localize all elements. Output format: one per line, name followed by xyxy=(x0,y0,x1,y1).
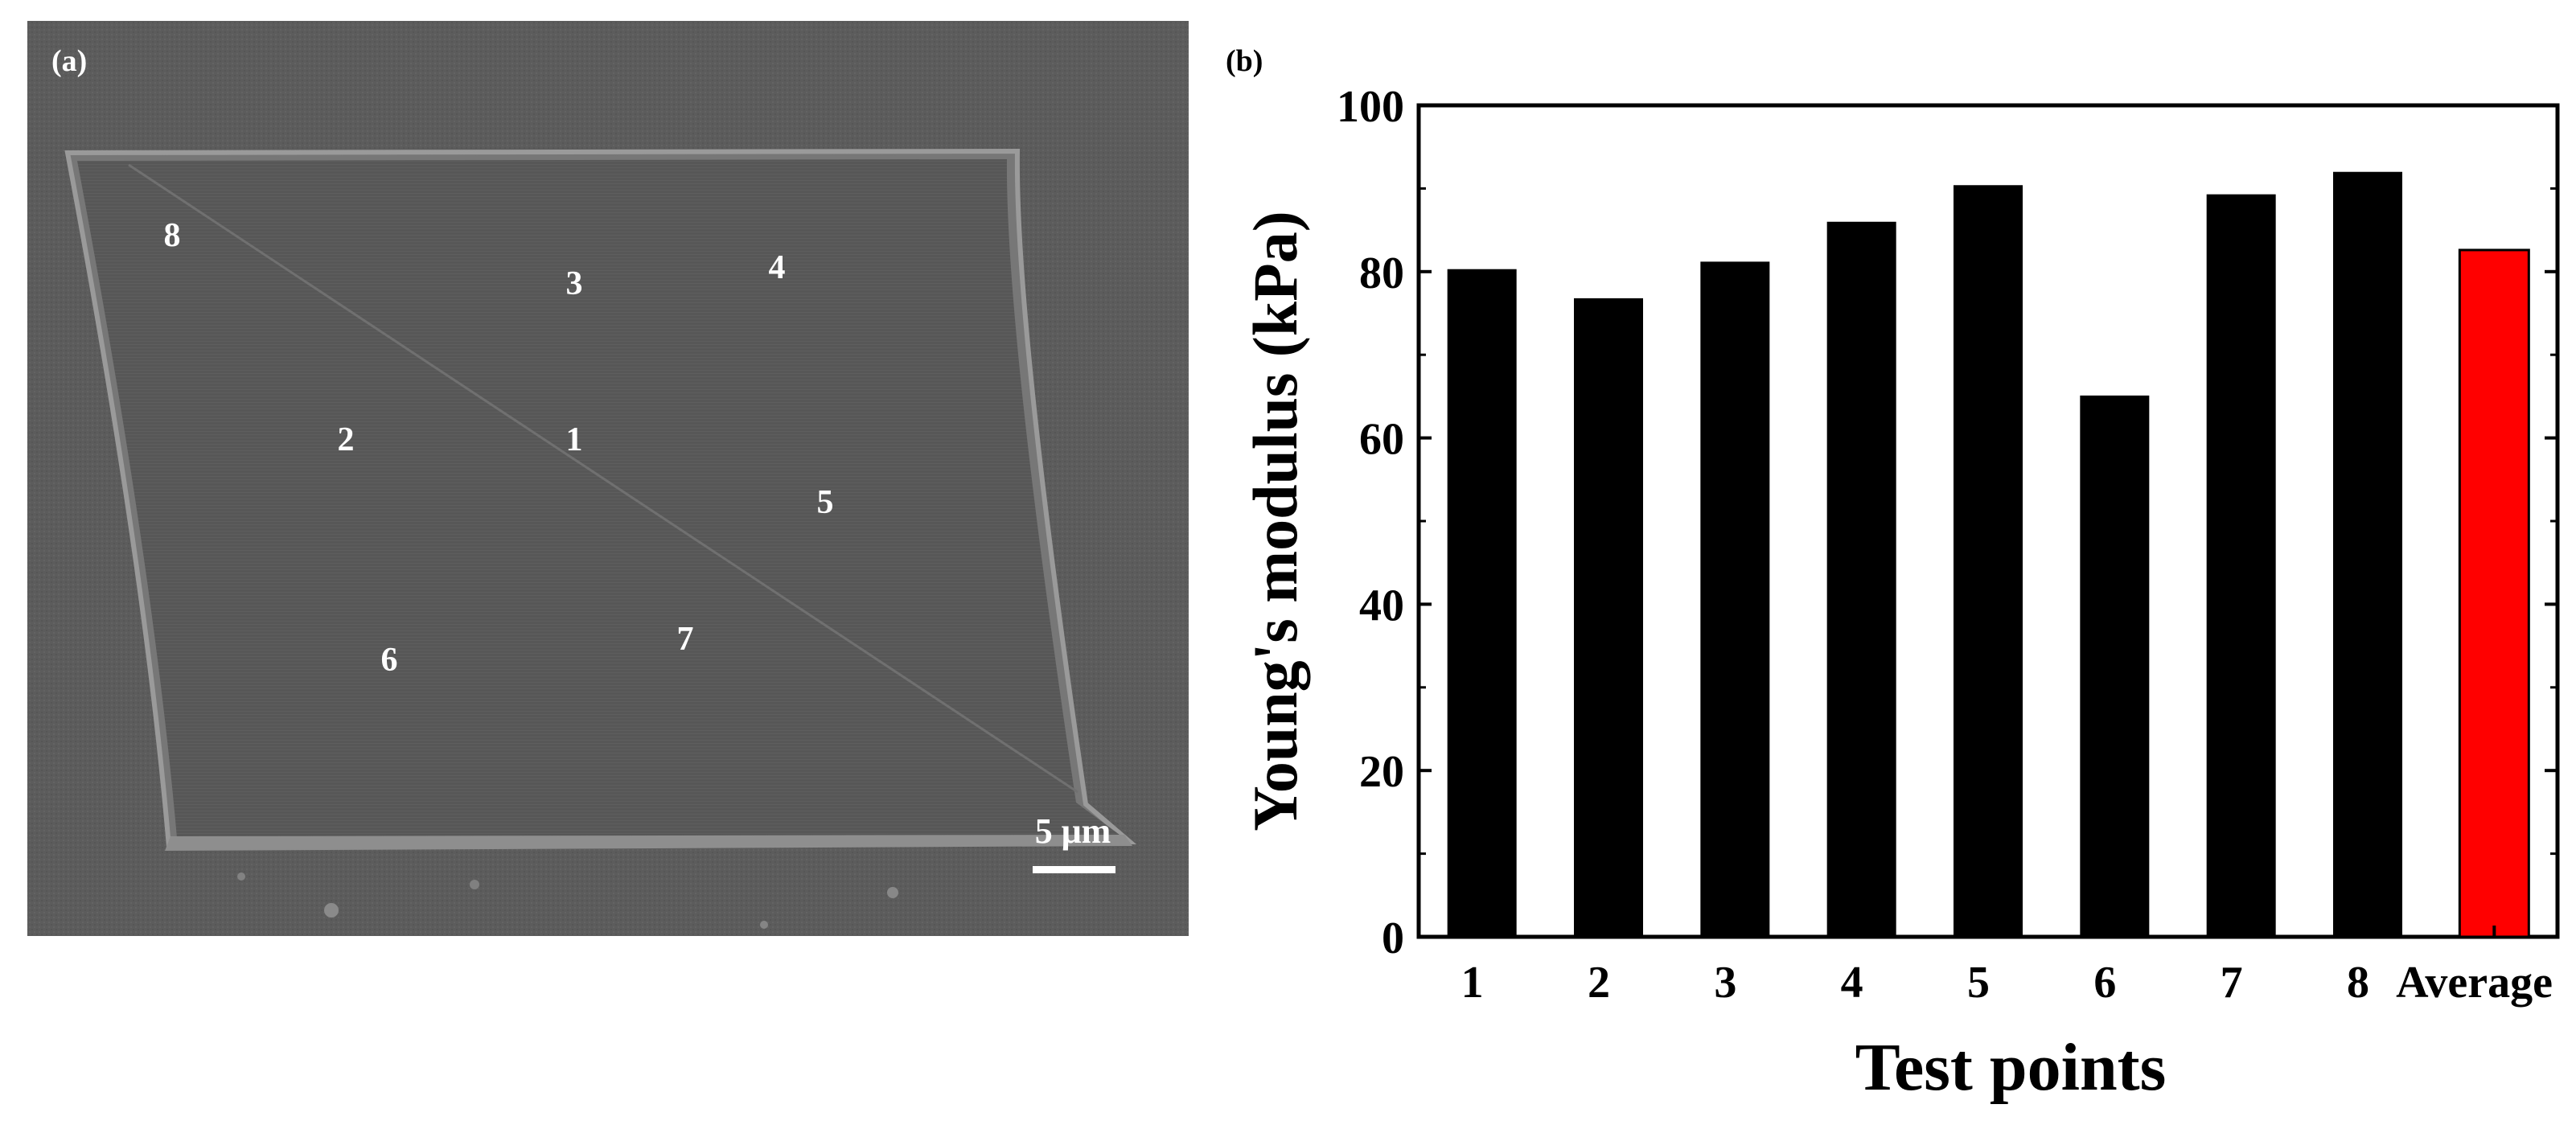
bar-chart: 0 20 40 60 80 100 1 2 3 4 5 6 7 8 Average Young's mod… xyxy=(1240,82,2560,1105)
x-tick-label: 1 xyxy=(1461,958,1484,1008)
sem-particle xyxy=(237,872,245,881)
sem-particle xyxy=(760,921,768,929)
x-tick-label: 7 xyxy=(2221,958,2243,1008)
y-axis-ticks: 0 20 40 60 80 100 xyxy=(1337,82,2558,963)
sem-particle xyxy=(324,903,339,918)
bar-average xyxy=(2458,248,2530,938)
sem-membrane-bottom-edge xyxy=(165,835,1132,851)
sem-diagonal-line xyxy=(128,163,1078,794)
y-tick-label: 40 xyxy=(1359,581,1404,630)
test-point-label: 4 xyxy=(769,249,786,286)
test-point-label: 3 xyxy=(566,265,583,302)
y-axis-label: Young's modulus (kPa) xyxy=(1240,211,1310,831)
bar-point-5 xyxy=(1954,185,2023,937)
bar-point-4 xyxy=(1826,221,1896,937)
x-tick-label: 2 xyxy=(1588,958,1610,1008)
y-tick-label: 80 xyxy=(1359,248,1404,298)
y-tick-label: 60 xyxy=(1359,415,1404,465)
x-tick-label: 5 xyxy=(1967,958,1990,1008)
y-tick-label: 20 xyxy=(1359,747,1404,797)
x-tick-label: 6 xyxy=(2093,958,2116,1008)
y-tick-label: 0 xyxy=(1382,913,1404,963)
x-tick-label: 3 xyxy=(1714,958,1736,1008)
scale-bar xyxy=(1033,866,1115,873)
panel-b-label: (b) xyxy=(1226,44,1263,78)
bar-point-6 xyxy=(2080,395,2150,938)
y-tick-label: 100 xyxy=(1337,82,1404,132)
bar-point-3 xyxy=(1700,261,1770,938)
x-axis-label: Test points xyxy=(1855,1030,2167,1105)
test-point-label: 1 xyxy=(566,421,583,458)
sem-membrane xyxy=(77,159,1120,838)
sem-image: (a) 1 2 3 4 5 6 7 8 5 μm xyxy=(27,21,1189,936)
x-tick-label: 8 xyxy=(2347,958,2369,1008)
x-tick-label: 4 xyxy=(1841,958,1863,1008)
test-point-label: 7 xyxy=(677,621,694,658)
panel-a-label: (a) xyxy=(51,44,87,78)
bar-point-8 xyxy=(2333,171,2402,938)
bar-point-1 xyxy=(1447,269,1517,937)
test-point-label: 8 xyxy=(164,217,181,254)
x-axis-ticks: 1 2 3 4 5 6 7 8 Average xyxy=(1461,926,2553,1008)
x-tick-label: Average xyxy=(2396,958,2553,1008)
test-point-label: 2 xyxy=(338,421,355,458)
bars xyxy=(1447,171,2530,938)
test-point-label: 5 xyxy=(817,484,834,521)
bar-point-2 xyxy=(1574,298,1643,937)
sem-particle xyxy=(887,887,898,898)
bar-point-7 xyxy=(2206,194,2276,937)
scale-bar-label: 5 μm xyxy=(1035,811,1111,851)
test-point-label: 6 xyxy=(381,642,398,679)
sem-particle xyxy=(470,880,479,889)
